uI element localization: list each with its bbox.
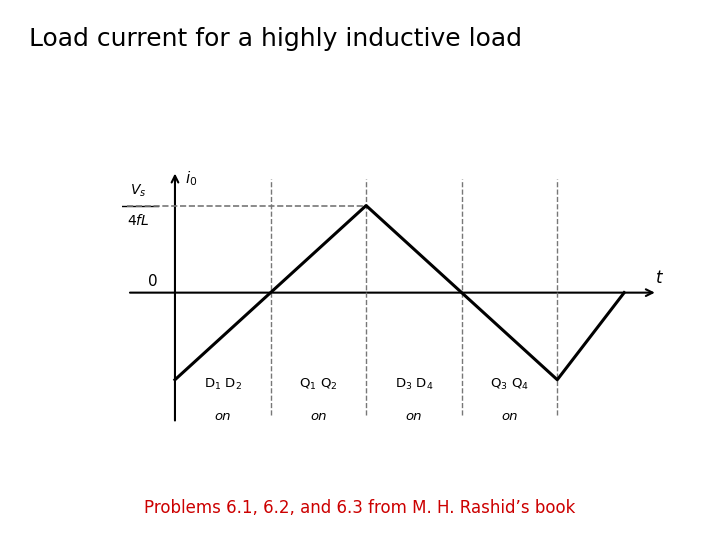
Text: on: on	[215, 410, 231, 423]
Text: on: on	[501, 410, 518, 423]
Text: Q$_3$ Q$_4$: Q$_3$ Q$_4$	[490, 376, 529, 392]
Text: D$_3$ D$_4$: D$_3$ D$_4$	[395, 376, 433, 392]
Text: Problems 6.1, 6.2, and 6.3 from M. H. Rashid’s book: Problems 6.1, 6.2, and 6.3 from M. H. Ra…	[144, 498, 576, 517]
Text: $4fL$: $4fL$	[127, 213, 150, 227]
Text: D$_1$ D$_2$: D$_1$ D$_2$	[204, 376, 242, 392]
Text: $V_s$: $V_s$	[130, 182, 147, 199]
Text: $i_0$: $i_0$	[184, 169, 197, 188]
Text: on: on	[310, 410, 327, 423]
Text: $t$: $t$	[655, 268, 664, 287]
Text: Load current for a highly inductive load: Load current for a highly inductive load	[29, 27, 522, 51]
Text: on: on	[405, 410, 422, 423]
Text: Q$_1$ Q$_2$: Q$_1$ Q$_2$	[299, 376, 338, 392]
Text: 0: 0	[148, 274, 158, 289]
